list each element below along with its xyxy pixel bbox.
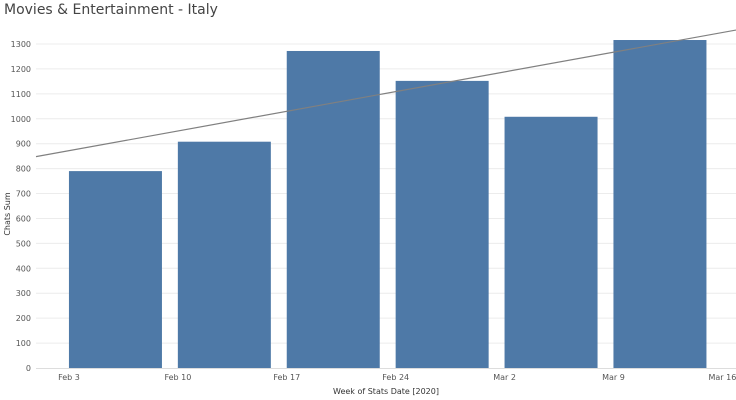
x-tick-label: Feb 3: [58, 373, 80, 382]
y-tick-label: 200: [16, 314, 31, 323]
y-tick-label: 500: [16, 239, 31, 248]
x-axis-ticks: Feb 3 Feb 10 Feb 17 Feb 24 Mar 2 Mar 9 Mar 16: [58, 373, 736, 382]
y-tick-label: 1300: [11, 40, 31, 49]
y-tick-label: 900: [16, 140, 31, 149]
y-tick-label: 1000: [11, 115, 31, 124]
bar-feb-10[interactable]: [177, 141, 271, 368]
y-tick-label: 100: [16, 339, 31, 348]
x-axis-title: Week of Stats Date [2020]: [333, 387, 439, 396]
x-tick-label: Mar 2: [493, 373, 516, 382]
bar-mar-9[interactable]: [613, 40, 707, 369]
trend-line: [35, 29, 736, 158]
bar-mar-2[interactable]: [504, 116, 598, 368]
bar-feb-17[interactable]: [286, 50, 380, 369]
chart-title: Movies & Entertainment - Italy: [4, 2, 218, 18]
y-tick-label: 700: [16, 190, 31, 199]
y-tick-label: 1200: [11, 65, 31, 74]
y-tick-label: 400: [16, 264, 31, 273]
y-axis-ticks: 0 100 200 300 400 500 600 700 800 900 1000 1100 1200…: [11, 40, 31, 373]
y-axis-title: Chats Sum: [3, 192, 12, 236]
trend-line-layer: [35, 29, 736, 158]
x-tick-label: Feb 17: [273, 373, 300, 382]
y-tick-label: 300: [16, 289, 31, 298]
y-tick-label: 1100: [11, 90, 31, 99]
x-tick-label: Mar 16: [708, 373, 736, 382]
bar-feb-24[interactable]: [395, 80, 489, 368]
y-tick-label: 800: [16, 165, 31, 174]
y-tick-label: 600: [16, 214, 31, 223]
y-tick-label: 0: [26, 364, 31, 373]
bar-feb-3[interactable]: [68, 171, 162, 368]
bars: [68, 40, 707, 369]
x-tick-label: Feb 24: [382, 373, 409, 382]
x-tick-label: Mar 9: [602, 373, 625, 382]
x-tick-label: Feb 10: [164, 373, 191, 382]
